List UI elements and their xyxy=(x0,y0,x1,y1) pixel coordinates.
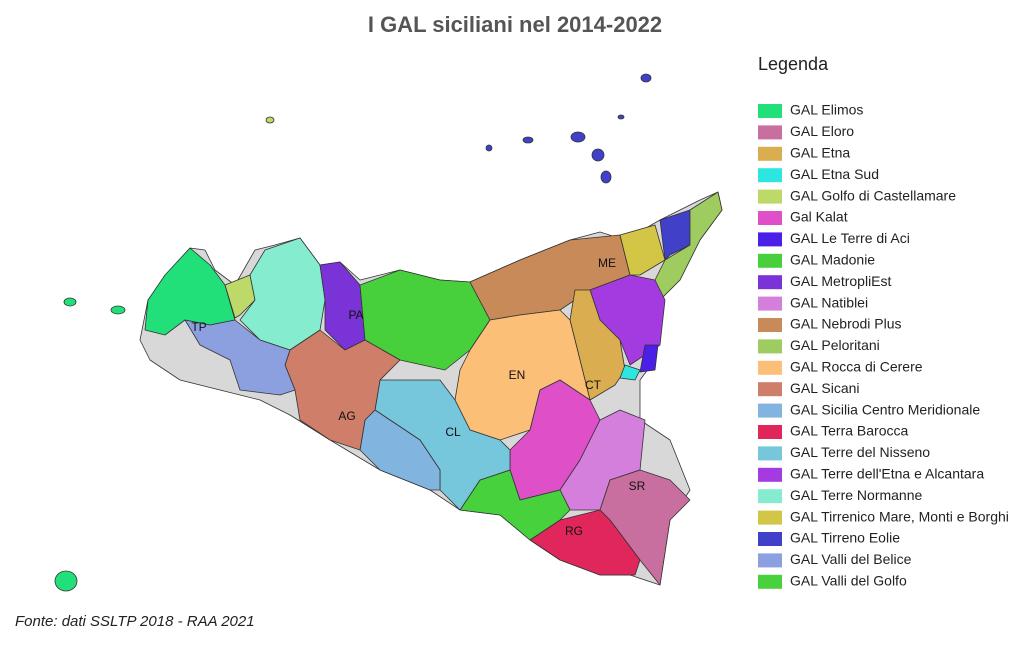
legend-label: GAL MetropliEst xyxy=(790,273,892,289)
legend-swatch xyxy=(758,275,782,290)
legend-swatch xyxy=(758,232,782,247)
legend-swatch xyxy=(758,532,782,546)
legend-label: GAL Golfo di Castellamare xyxy=(790,187,956,203)
legend-swatch xyxy=(758,382,782,397)
province-label: AG xyxy=(338,409,355,423)
province-label: SR xyxy=(629,479,646,493)
legend-label: GAL Elimos xyxy=(790,102,863,118)
map-title: I GAL siciliani nel 2014-2022 xyxy=(368,12,662,37)
legend-title: Legenda xyxy=(758,54,829,74)
province-label: PA xyxy=(348,308,363,322)
legend-label: GAL Etna xyxy=(790,145,850,161)
region xyxy=(654,191,723,301)
legend-swatch xyxy=(758,403,782,418)
legend-label: GAL Tirreno Eolie xyxy=(790,530,900,546)
island xyxy=(265,116,275,124)
province-label: CT xyxy=(585,378,602,392)
sicily-map xyxy=(54,73,723,592)
legend-label: GAL Le Terre di Aci xyxy=(790,230,910,246)
island xyxy=(617,114,625,120)
island xyxy=(570,131,586,143)
island xyxy=(522,136,534,144)
island xyxy=(600,170,612,184)
legend-label: GAL Terre del Nisseno xyxy=(790,444,930,460)
legend-swatch xyxy=(758,189,782,204)
legend-swatch xyxy=(758,510,782,525)
legend-swatch xyxy=(758,168,782,183)
region xyxy=(529,509,641,576)
region xyxy=(619,224,666,276)
legend-swatch xyxy=(758,339,782,354)
province-label: EN xyxy=(509,368,526,382)
province-label: TP xyxy=(191,320,206,334)
legend-label: GAL Madonie xyxy=(790,252,875,268)
island xyxy=(591,148,605,162)
legend-label: GAL Eloro xyxy=(790,123,854,139)
source-note: Fonte: dati SSLTP 2018 - RAA 2021 xyxy=(15,613,255,630)
legend-label: GAL Sicilia Centro Meridionale xyxy=(790,401,980,417)
legend-label: GAL Nebrodi Plus xyxy=(790,316,902,332)
legend-label: Gal Kalat xyxy=(790,209,848,225)
region xyxy=(599,469,691,586)
legend-label: GAL Etna Sud xyxy=(790,166,879,182)
legend-label: GAL Valli del Belice xyxy=(790,551,912,567)
legend-label: GAL Rocca di Cerere xyxy=(790,359,923,375)
legend-label: GAL Tirrenico Mare, Monti e Borghi xyxy=(790,508,1009,524)
legend-swatch xyxy=(758,125,782,140)
legend-label: GAL Terre dell'Etna e Alcantara xyxy=(790,466,984,482)
legend-swatch xyxy=(758,296,782,311)
region xyxy=(284,329,401,451)
province-label: RG xyxy=(565,524,583,538)
legend-label: GAL Valli del Golfo xyxy=(790,573,907,589)
legend-swatch xyxy=(758,146,782,161)
province-label: ME xyxy=(598,256,616,270)
legend-label: GAL Natiblei xyxy=(790,294,868,310)
island xyxy=(54,570,78,592)
legend-swatch xyxy=(758,489,782,504)
island xyxy=(110,305,126,315)
region xyxy=(639,344,659,373)
legend-swatch xyxy=(758,318,782,332)
region xyxy=(659,209,691,261)
region xyxy=(184,319,296,396)
region xyxy=(619,364,641,381)
legend-swatch xyxy=(758,360,782,375)
legend-label: GAL Terre Normanne xyxy=(790,487,922,503)
legend-swatch xyxy=(758,553,782,568)
region xyxy=(224,274,256,319)
legend: GAL Elimos GAL Eloro GAL Etna GAL Etna Sud G… xyxy=(758,102,1009,589)
legend-swatch xyxy=(758,104,782,118)
legend-swatch xyxy=(758,211,782,225)
province-labels: TP PA ME AG EN CL CT RG SR xyxy=(191,256,645,538)
legend-label: GAL Peloritani xyxy=(790,337,880,353)
legend-swatch xyxy=(758,467,782,482)
legend-swatch xyxy=(758,574,782,589)
legend-swatch xyxy=(758,425,782,439)
legend-label: GAL Sicani xyxy=(790,380,860,396)
island xyxy=(485,144,493,152)
province-label: CL xyxy=(445,425,461,439)
legend-swatch xyxy=(758,446,782,461)
legend-swatch xyxy=(758,253,782,268)
legend-label: GAL Terra Barocca xyxy=(790,423,908,439)
island xyxy=(640,73,652,83)
island xyxy=(63,297,77,307)
